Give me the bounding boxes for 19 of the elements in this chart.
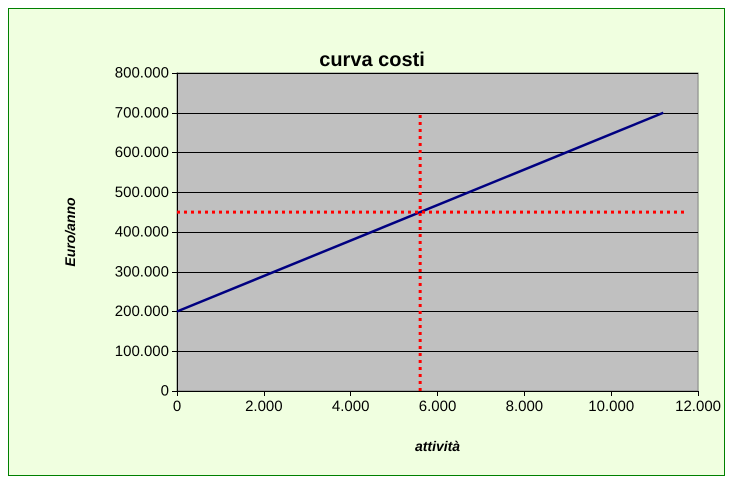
x-tick-label: 0	[172, 398, 182, 415]
y-tick-label: 300.000	[114, 263, 169, 280]
x-tick-label: 4.000	[332, 398, 370, 415]
y-tick-label: 700.000	[114, 104, 169, 122]
y-tick-label: 200.000	[114, 303, 169, 320]
x-tick-label: 2.000	[245, 398, 283, 415]
x-axis-title: attività	[414, 438, 460, 454]
y-tick-label: 400.000	[114, 224, 169, 240]
chart-title: curva costi	[319, 49, 425, 71]
y-tick-label: 0	[160, 382, 169, 400]
x-tick-label: 12.000	[675, 398, 722, 415]
y-tick-label: 500.000	[114, 184, 169, 201]
y-axis-title: Euro/anno	[62, 196, 78, 267]
y-tick-label: 100.000	[114, 342, 169, 360]
x-tick-label: 8.000	[506, 398, 544, 415]
y-tick-label: 600.000	[114, 144, 169, 161]
x-tick-label: 6.000	[418, 398, 456, 415]
y-tick-label: 800.000	[114, 64, 169, 82]
x-tick-label: 10.000	[588, 398, 634, 415]
